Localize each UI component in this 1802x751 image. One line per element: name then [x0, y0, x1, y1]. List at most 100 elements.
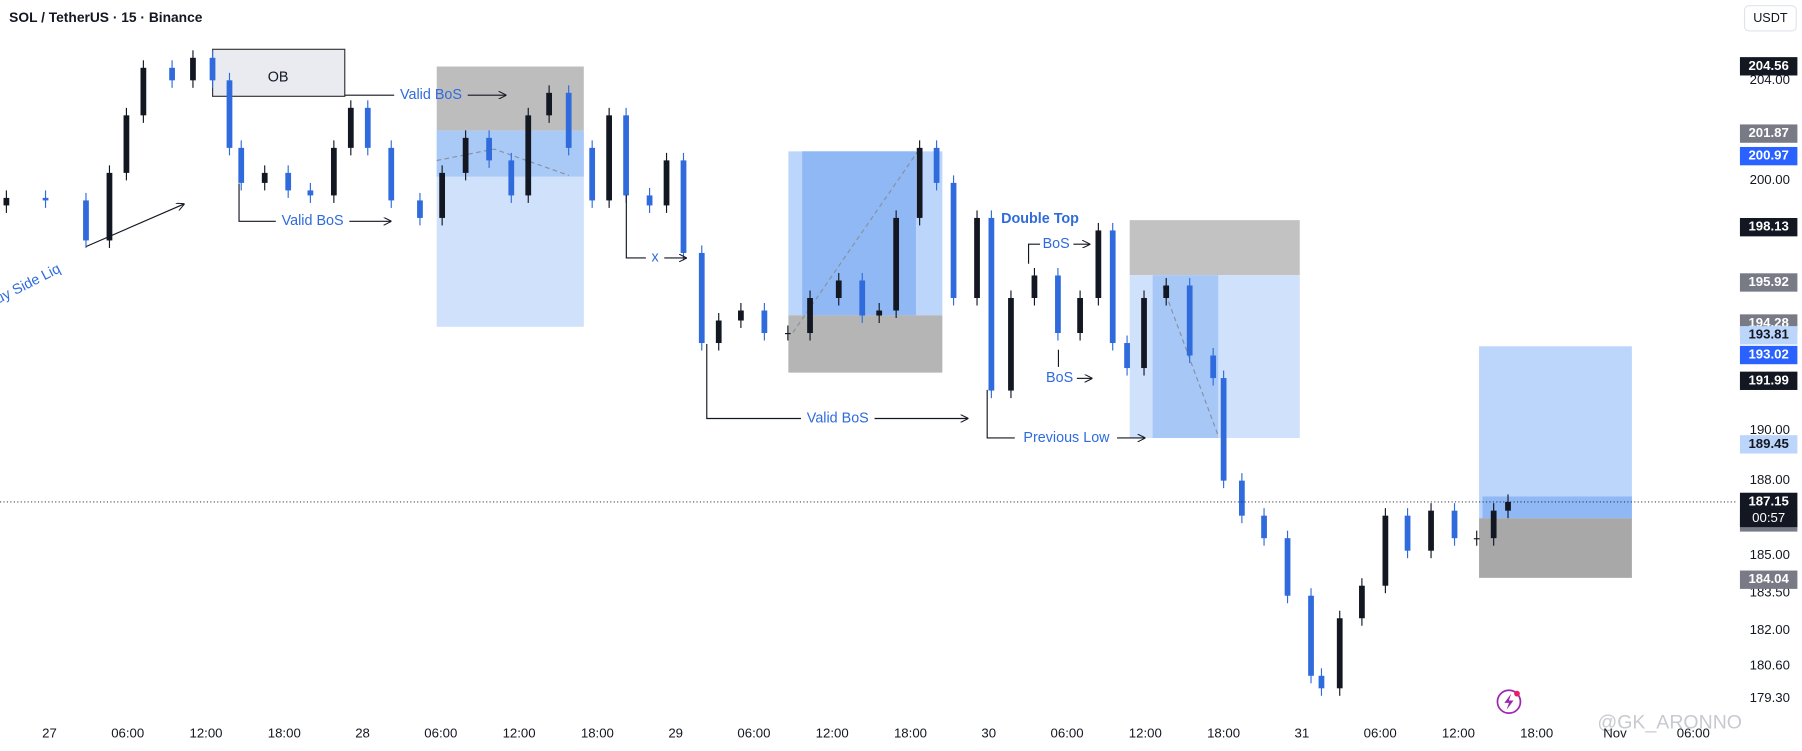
chart-title: SOL / TetherUS · 15 · Binance — [9, 10, 203, 25]
alert-bolt[interactable] — [1504, 693, 1514, 710]
candle-body — [565, 92, 572, 148]
annotation: Previous Low — [1023, 430, 1110, 446]
candle-body — [1109, 230, 1116, 344]
candle-body — [439, 172, 446, 218]
currency-button-label[interactable]: USDT — [1753, 11, 1788, 25]
candle-body — [1359, 585, 1365, 619]
candle-body — [140, 67, 147, 116]
y-tick-label: 185.00 — [1750, 547, 1790, 562]
y-tick-label: 190.00 — [1750, 422, 1790, 437]
candle-body — [546, 92, 552, 116]
x-tick-label: 27 — [42, 725, 57, 740]
x-tick-label: 18:00 — [894, 725, 927, 740]
y-tick-label: 180.60 — [1750, 657, 1790, 672]
x-tick-label: 12:00 — [189, 725, 222, 740]
x-tick-label: 06:00 — [1364, 725, 1397, 740]
x-tick-label: 18:00 — [1207, 725, 1240, 740]
alert-icon[interactable] — [1496, 689, 1522, 715]
price-tag-label: 193.81 — [1748, 327, 1788, 342]
candle-body — [123, 115, 130, 173]
arrow — [85, 204, 184, 248]
candle-body — [698, 252, 705, 344]
ob-label: OB — [268, 70, 289, 86]
dashed-guide — [792, 148, 920, 333]
candle-body — [807, 297, 813, 334]
y-tick-label: 179.30 — [1750, 690, 1790, 705]
candle-body — [916, 147, 923, 218]
candle-body — [508, 160, 515, 196]
x-tick-label: 06:00 — [424, 725, 457, 740]
price-tag-label: 191.99 — [1748, 372, 1788, 387]
price-tag-label: 189.45 — [1748, 436, 1788, 451]
target-zone — [1479, 346, 1632, 519]
candle-body — [784, 333, 791, 335]
candle-body — [1239, 480, 1245, 516]
price-tag — [1739, 371, 1798, 390]
candle-body — [307, 190, 314, 196]
candle-body — [1404, 515, 1411, 551]
x-tick-label: 18:00 — [1520, 725, 1553, 740]
candle-body — [974, 217, 980, 298]
candle-body — [417, 200, 423, 218]
price-tag-label: 198.13 — [1748, 219, 1788, 234]
annotation: Valid BoS — [807, 410, 869, 426]
candle-body — [1318, 675, 1325, 689]
x-tick-label: 18:00 — [268, 725, 301, 740]
candle-body — [680, 160, 687, 253]
candle-body — [1186, 285, 1193, 356]
ob-box — [212, 48, 346, 97]
currency-button[interactable] — [1743, 5, 1797, 32]
candle-body — [1382, 515, 1389, 586]
x-tick-label: 28 — [355, 725, 370, 740]
x-tick-label: Nov — [1603, 725, 1627, 740]
candle-body — [606, 115, 613, 201]
candle-body — [261, 172, 268, 183]
dashed-guide — [436, 148, 570, 176]
candle-body — [1008, 297, 1014, 391]
countdown-bg — [1739, 509, 1798, 528]
candle-body — [1308, 595, 1314, 676]
alert-circle[interactable] — [1496, 689, 1522, 715]
x-tick-label: 12:00 — [1129, 725, 1162, 740]
target-zone-fill — [1152, 275, 1219, 438]
candle-body — [462, 137, 469, 173]
bos-line — [625, 194, 646, 259]
x-tick-label: 12:00 — [1442, 725, 1475, 740]
candle-body — [42, 197, 49, 201]
candle-body — [190, 57, 196, 81]
candles — [0, 50, 1738, 696]
x-tick-label: 18:00 — [581, 725, 614, 740]
supply-zone — [436, 66, 584, 131]
candle-body — [1163, 285, 1170, 298]
price-tag — [1739, 435, 1798, 454]
bos-line — [986, 389, 1015, 439]
candle-body — [761, 310, 768, 334]
price-tag-label: 204.56 — [1748, 58, 1788, 73]
candle-body — [715, 320, 722, 344]
candle-body — [388, 147, 395, 201]
chart-scale: OB Valid BoS Valid BoS x Valid BoS Doubl… — [0, 5, 1798, 740]
candle-body — [623, 115, 629, 196]
price-tag — [1739, 273, 1798, 292]
alert-dot[interactable] — [1514, 690, 1520, 697]
candle-body — [988, 217, 995, 391]
x-tick-label: 06:00 — [111, 725, 144, 740]
annotation: Double Top — [1001, 211, 1079, 227]
annotation: Valid BoS — [282, 213, 344, 229]
candle-body — [893, 217, 900, 311]
candle-body — [106, 172, 113, 241]
candle-body — [525, 115, 532, 196]
bos-line — [1027, 243, 1041, 264]
stop-zone — [1129, 220, 1300, 276]
candle-body — [209, 57, 216, 81]
x-tick-label: 31 — [1295, 725, 1310, 740]
annotation: x — [651, 250, 659, 266]
candle-body — [589, 147, 596, 201]
stop-zone — [788, 315, 943, 373]
bos-line — [706, 343, 802, 420]
candle-body — [347, 107, 354, 148]
x-tick-label: 12:00 — [816, 725, 849, 740]
countdown: 00:57 — [1752, 510, 1785, 525]
